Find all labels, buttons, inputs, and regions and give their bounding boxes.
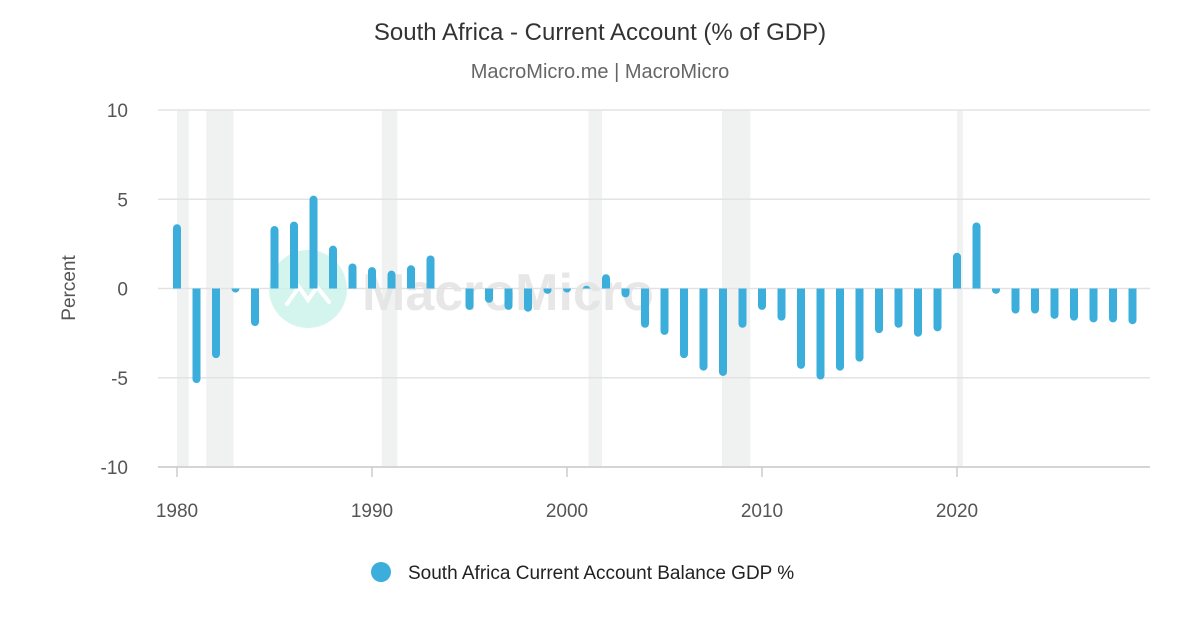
y-tick-label: -5 (111, 369, 128, 390)
x-tick-label: 1990 (351, 501, 393, 522)
bar-1980 (173, 224, 181, 289)
legend-marker (371, 562, 391, 582)
bar-2018 (914, 288, 922, 337)
bar-1985 (270, 226, 279, 289)
bar-1988 (329, 245, 337, 289)
bar-2014 (836, 288, 844, 371)
bar-1986 (290, 221, 298, 289)
bar-2020 (953, 252, 961, 289)
bar-2019 (933, 288, 942, 332)
bar-1997 (504, 288, 513, 310)
bar-2008 (719, 288, 727, 376)
bar-1984 (251, 288, 259, 326)
x-tick-label: 2020 (936, 501, 978, 522)
bars (173, 195, 1137, 384)
bar-2007 (699, 288, 708, 371)
bar-2013 (816, 288, 825, 380)
bar-2029 (1128, 288, 1137, 325)
bar-2005 (660, 288, 669, 335)
bar-1993 (426, 255, 435, 289)
bar-2003 (621, 288, 630, 298)
x-tick-label: 1980 (156, 501, 198, 522)
y-tick-label: -10 (101, 458, 128, 479)
watermark-logo-mark (285, 283, 331, 306)
bar-1996 (485, 288, 493, 303)
bar-1983 (231, 288, 240, 293)
bar-1995 (465, 288, 474, 310)
y-tick-label: 0 (117, 280, 128, 301)
bar-2024 (1031, 288, 1039, 314)
y-tick-label: 10 (107, 101, 128, 122)
axes: 10 5 0 -5 -10 1980 1990 2000 2010 2020 (101, 101, 1150, 522)
bar-2023 (1011, 288, 1020, 314)
bar-2016 (875, 288, 883, 334)
watermark: MacroMicro (269, 250, 654, 328)
bar-2015 (855, 288, 864, 362)
bar-2027 (1089, 288, 1098, 323)
bar-2004 (641, 288, 649, 328)
bar-2001 (582, 285, 591, 290)
bar-1981 (192, 288, 201, 384)
bar-2021 (972, 222, 981, 289)
bar-2011 (777, 288, 786, 321)
legend[interactable]: South Africa Current Account Balance GDP… (371, 562, 794, 584)
bar-2009 (738, 288, 747, 328)
bar-2006 (680, 288, 688, 359)
y-axis-label: Percent (59, 255, 80, 321)
bar-2000 (563, 288, 571, 293)
watermark-logo-icon (269, 250, 347, 328)
bar-1999 (543, 288, 552, 294)
x-tick-label: 2010 (741, 501, 783, 522)
chart-title: South Africa - Current Account (% of GDP… (374, 19, 826, 46)
bar-2017 (894, 288, 903, 328)
bar-1989 (348, 263, 357, 289)
bar-1992 (407, 265, 415, 289)
bar-2025 (1050, 288, 1059, 319)
bar-1990 (368, 267, 376, 289)
bar-1987 (309, 195, 318, 289)
legend-label[interactable]: South Africa Current Account Balance GDP… (408, 563, 794, 584)
bar-1998 (524, 288, 532, 312)
bar-2022 (992, 288, 1000, 294)
bar-2002 (602, 274, 610, 289)
bar-2010 (758, 288, 766, 310)
y-tick-label: 5 (117, 190, 128, 211)
bar-1991 (387, 270, 396, 289)
x-tick-label: 2000 (546, 501, 588, 522)
bar-1982 (212, 288, 220, 359)
bar-2028 (1109, 288, 1117, 323)
bar-2026 (1070, 288, 1078, 321)
chart-subtitle: MacroMicro.me | MacroMicro (471, 61, 730, 83)
bar-2012 (797, 288, 805, 369)
